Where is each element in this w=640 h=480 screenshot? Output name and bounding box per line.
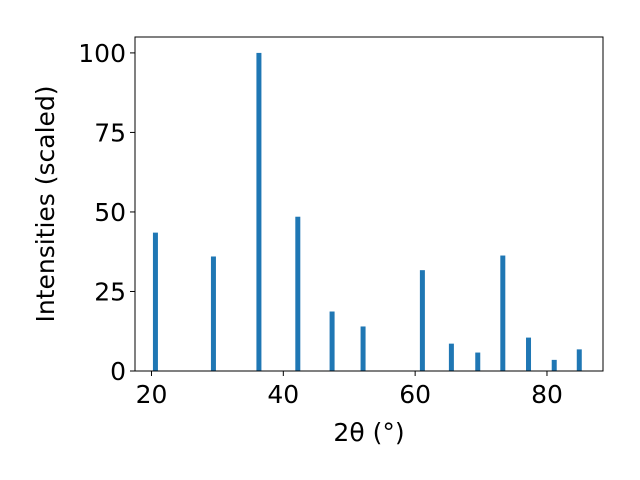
bar xyxy=(295,216,301,371)
bar xyxy=(526,337,532,371)
x-axis-label: 2θ (°) xyxy=(333,418,404,447)
bars-group xyxy=(152,52,582,372)
bar xyxy=(256,52,262,372)
y-axis-ticks: 0 25 50 75 100 xyxy=(78,39,135,386)
bar xyxy=(500,255,506,371)
bar xyxy=(551,359,557,371)
x-tick-label: 20 xyxy=(136,380,168,409)
y-tick-label: 25 xyxy=(94,277,126,306)
bar xyxy=(329,311,335,371)
bar xyxy=(419,270,425,371)
bar xyxy=(475,352,481,371)
bar xyxy=(210,256,216,371)
y-tick-label: 0 xyxy=(110,357,126,386)
bar xyxy=(152,232,158,371)
bar xyxy=(360,326,366,371)
y-tick-label: 50 xyxy=(94,198,126,227)
x-tick-label: 40 xyxy=(267,380,299,409)
y-tick-label: 100 xyxy=(78,39,126,68)
y-axis-label: Intensities (scaled) xyxy=(31,85,60,322)
x-axis-ticks: 20 40 60 80 xyxy=(136,371,563,409)
x-tick-label: 60 xyxy=(399,380,431,409)
bar xyxy=(448,343,454,371)
bar xyxy=(576,349,582,371)
x-tick-label: 80 xyxy=(531,380,563,409)
y-tick-label: 75 xyxy=(94,118,126,147)
plot-frame xyxy=(134,36,604,372)
